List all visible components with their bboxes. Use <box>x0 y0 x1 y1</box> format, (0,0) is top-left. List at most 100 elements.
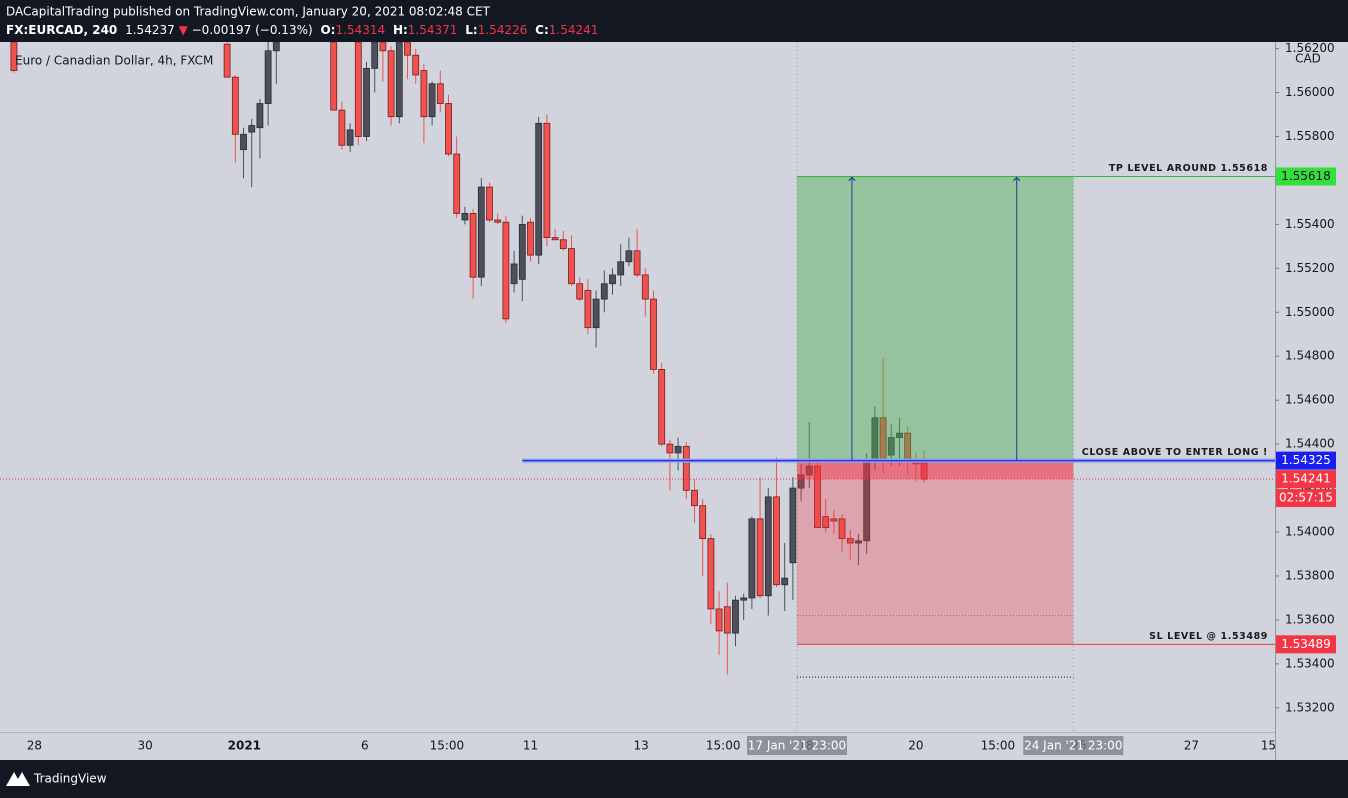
x-tick-label: 2021 <box>228 739 261 753</box>
candle-body <box>723 606 731 634</box>
candle-body <box>732 599 739 634</box>
candle-body <box>674 445 682 454</box>
candle-body <box>682 445 690 491</box>
candle-body <box>773 496 780 586</box>
y-tick-label: 1.54600 <box>1285 393 1335 407</box>
candle-body <box>764 496 772 597</box>
candle-body <box>699 505 707 540</box>
x-tick-label: 28 <box>27 739 42 753</box>
candle-body <box>338 109 346 146</box>
candle-body <box>641 274 649 300</box>
candle-body <box>814 465 821 529</box>
x-tick-label: 30 <box>137 739 152 753</box>
brand-name: TradingView <box>33 772 107 786</box>
candle-body <box>494 219 502 223</box>
countdown-badge <box>1276 489 1336 508</box>
level-annotation: CLOSE ABOVE TO ENTER LONG ! <box>1082 447 1268 458</box>
candle-body <box>887 437 895 456</box>
target-zone <box>796 176 1074 461</box>
candle-body <box>715 608 723 632</box>
candle-body <box>846 538 854 544</box>
brand-logo <box>6 772 30 786</box>
candle-body <box>559 239 567 249</box>
candle-body <box>461 213 469 221</box>
candle-body <box>658 369 666 445</box>
candle-body <box>797 474 805 489</box>
candle-body <box>256 103 264 129</box>
y-tick-label: 1.55000 <box>1285 305 1335 319</box>
y-tick-label: 1.55200 <box>1285 261 1335 275</box>
currency-label: CAD <box>1295 52 1321 66</box>
candle-body <box>756 518 764 597</box>
entry-badge-label: 1.54325 <box>1281 453 1331 467</box>
stop-badge <box>1276 635 1336 654</box>
candle-body <box>445 103 452 155</box>
open-label: O: <box>320 23 335 37</box>
last-price-badge <box>1276 470 1336 489</box>
candle-body <box>691 489 698 507</box>
countdown-badge-label: 02:57:15 <box>1279 491 1333 505</box>
y-tick-label: 1.55800 <box>1285 129 1335 143</box>
candle-body <box>240 133 247 151</box>
high-value: 1.54371 <box>408 23 458 37</box>
x-tick-label: 20 <box>908 739 923 753</box>
close-value: 1.54241 <box>549 23 599 37</box>
candle-body <box>584 289 592 329</box>
candle-body <box>568 248 575 285</box>
candle-body <box>527 221 534 256</box>
candle-body <box>510 263 518 285</box>
candle-body <box>231 76 239 135</box>
candle-body <box>609 274 616 285</box>
candle-body <box>404 42 411 56</box>
candle-body <box>535 122 543 256</box>
y-tick-label: 1.56000 <box>1285 85 1335 99</box>
y-tick-label: 1.53400 <box>1285 656 1335 670</box>
candle-body <box>395 42 403 118</box>
y-tick-label: 1.55400 <box>1285 217 1335 231</box>
candle-body <box>354 42 362 137</box>
y-tick-label: 1.53200 <box>1285 700 1335 714</box>
x-tick-label: 15:00 <box>430 739 465 753</box>
candle-body <box>272 42 280 52</box>
candle-body <box>633 250 641 276</box>
chart-background <box>0 42 1348 760</box>
x-tick-label: 6 <box>361 739 369 753</box>
candle-body <box>805 465 813 476</box>
x-tick-label: 27 <box>1184 739 1199 753</box>
candle-body <box>576 283 584 300</box>
candle-body <box>379 42 387 52</box>
publisher-line: DACapitalTrading published on TradingVie… <box>6 5 491 19</box>
candle-body <box>363 67 370 137</box>
x-tick-label: 15:00 <box>981 739 1016 753</box>
candle-body <box>436 83 444 104</box>
x-tick-label: 15 <box>1261 739 1276 753</box>
candle-body <box>502 221 510 320</box>
x-tick-label: 15:00 <box>706 739 741 753</box>
stop-badge-label: 1.53489 <box>1281 637 1331 651</box>
candle-body <box>650 298 657 370</box>
candle-body <box>592 298 600 329</box>
candle-body <box>346 129 354 146</box>
change: −0.00197 (−0.13%) <box>192 23 313 37</box>
candle-body <box>223 43 231 78</box>
plot-area: TP LEVEL AROUND 1.55618 CLOSE ABOVE TO EN… <box>0 42 1275 732</box>
target-badge <box>1276 167 1336 186</box>
candle-body <box>469 213 477 278</box>
candle-body <box>248 125 256 133</box>
candle-body <box>740 597 748 601</box>
x-tick-label: 13 <box>634 739 649 753</box>
chart-title: Euro / Canadian Dollar, 4h, FXCM <box>15 54 213 68</box>
high-label: H: <box>393 23 408 37</box>
candle-body <box>838 518 846 540</box>
range-date-box <box>1023 736 1124 755</box>
candle-body <box>387 50 395 118</box>
overlay: CAD 1.53200 1.53400 1.53600 1.53800 1.54000 1.… <box>0 41 1348 760</box>
candle-body <box>551 237 559 241</box>
footer-bar <box>0 760 1348 798</box>
open-value: 1.54314 <box>335 23 385 37</box>
target-badge-label: 1.55618 <box>1281 169 1331 183</box>
candle-body <box>453 153 461 214</box>
candle-body <box>781 577 789 586</box>
candle-body <box>855 540 862 544</box>
y-tick-label: 1.53600 <box>1285 612 1335 626</box>
